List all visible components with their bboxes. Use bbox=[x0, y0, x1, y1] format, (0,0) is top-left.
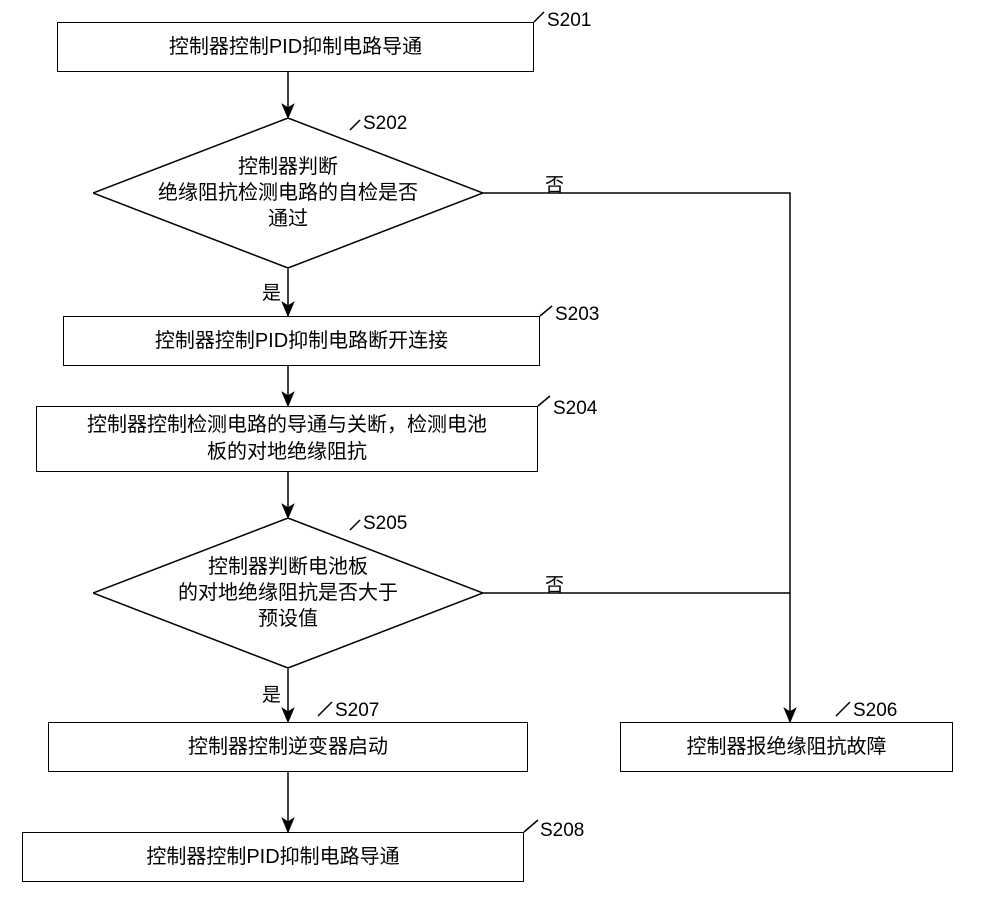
edge-s202-s206 bbox=[483, 193, 790, 722]
notch-s204 bbox=[538, 396, 550, 406]
notch-s206 bbox=[836, 702, 850, 716]
notch-s202 bbox=[350, 120, 360, 130]
notch-s207 bbox=[318, 702, 332, 716]
notch-s201 bbox=[534, 12, 544, 22]
notch-s203 bbox=[540, 306, 552, 316]
flow-edges bbox=[0, 0, 1000, 918]
notch-s205 bbox=[350, 520, 360, 530]
notch-s208 bbox=[524, 820, 538, 832]
